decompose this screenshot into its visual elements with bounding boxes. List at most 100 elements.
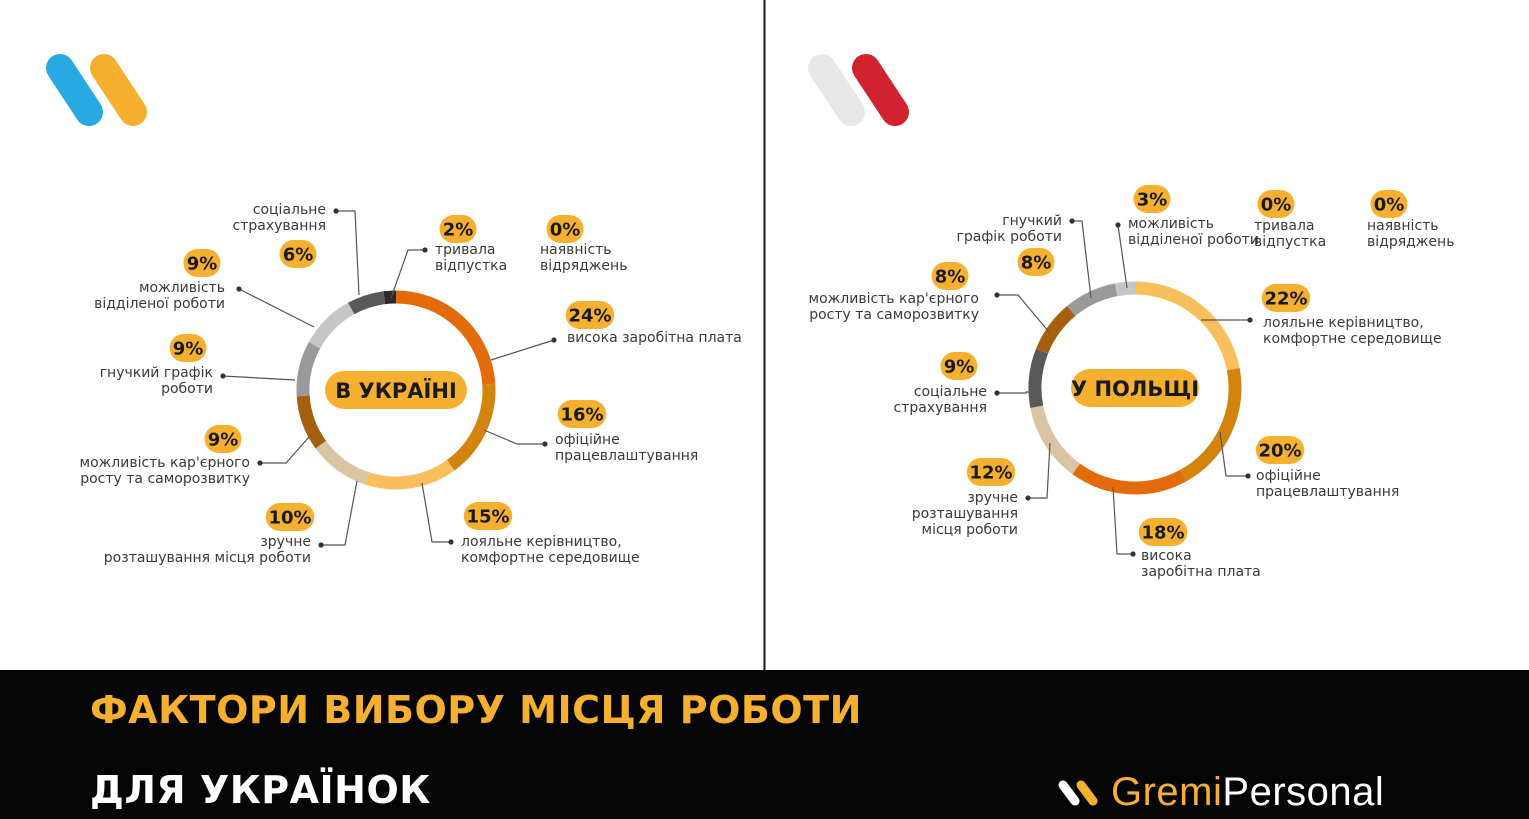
- donut-slice-5: [296, 342, 321, 397]
- pct-badge-0: 24%: [568, 306, 611, 327]
- pct-badge-bg-6: [183, 249, 221, 277]
- donut-charts-svg: висока заробітна плата 24% офіційне працевл…: [46, 0, 1454, 670]
- brand-name-part1: Gremi: [1111, 770, 1223, 814]
- leader-line-4: [997, 391, 1033, 394]
- footer-title-line1: ФАКТОРИ ВИБОРУ МІСЦЯ РОБОТИ: [90, 688, 862, 732]
- pct-badge-8: 0%: [1261, 195, 1292, 216]
- pct-badge-6: 8%: [1021, 253, 1052, 274]
- pct-badge-0: 22%: [1264, 289, 1307, 310]
- leader-dot-3: [318, 542, 324, 548]
- slice-label-0: висока заробітна плата: [567, 330, 742, 346]
- pct-badge-bg-3: [966, 458, 1016, 486]
- footer-title-line2: ДЛЯ УКРАЇНОК: [90, 768, 431, 812]
- slice-label-5: гнучкий графік роботи: [100, 365, 213, 397]
- donut-slice-0: [1134, 281, 1240, 371]
- donut-slice-3: [1030, 405, 1081, 475]
- pct-badge-1: 16%: [560, 405, 603, 426]
- pct-badge-3: 12%: [969, 463, 1012, 484]
- slice-label-3: зручне розташування місця роботи: [912, 490, 1018, 538]
- donut-slice-7: [1115, 281, 1136, 297]
- brand-mark-icon: [1058, 780, 1098, 805]
- pct-badge-bg-4: [204, 425, 242, 453]
- slice-label-7: можливість відділеної роботи: [1128, 216, 1259, 248]
- donut-slice-2: [1072, 463, 1187, 495]
- leader-dot-2: [448, 539, 454, 545]
- slice-label-2: висока заробітна плата: [1141, 548, 1261, 580]
- pct-badge-bg-8: [1257, 190, 1295, 218]
- leader-line-4: [260, 436, 310, 464]
- donut-slice-6: [308, 302, 355, 349]
- leader-line-1: [1219, 431, 1248, 477]
- logo-left-stroke-1: [46, 54, 103, 126]
- pct-badge-bg-8: [439, 215, 477, 243]
- pct-badge-4: 9%: [944, 357, 975, 378]
- leader-dot-7: [333, 208, 339, 214]
- pct-badge-9: 0%: [1374, 195, 1405, 216]
- charts-area: висока заробітна плата 24% офіційне працевл…: [46, 0, 1454, 670]
- center-label: В УКРАЇНІ: [335, 378, 457, 403]
- pct-badge-bg-5: [169, 334, 207, 362]
- donut-slice-6: [1067, 283, 1118, 317]
- leader-line-0: [490, 339, 555, 361]
- pct-badge-bg-4: [940, 352, 978, 380]
- donut-slice-1: [446, 383, 496, 471]
- leader-line-7: [1117, 224, 1128, 289]
- pct-badge-bg-7: [1133, 185, 1171, 213]
- leader-dot-5: [220, 373, 226, 379]
- leader-dot-4: [257, 460, 263, 466]
- donut-poland: лояльне керівництво, комфортне середовище…: [809, 185, 1454, 580]
- leader-line-8: [390, 249, 425, 299]
- leader-line-2: [421, 482, 451, 543]
- pct-badge-bg-1: [1255, 436, 1305, 464]
- donut-slice-8: [383, 290, 397, 305]
- leader-dot-6: [1069, 218, 1075, 224]
- donut-ukraine: висока заробітна плата 24% офіційне працевл…: [80, 202, 742, 566]
- donut-slice-4: [1028, 348, 1049, 408]
- slice-label-1: офіційне працевлаштування: [555, 432, 698, 464]
- pct-badge-bg-5: [931, 262, 969, 290]
- slice-label-9: наявність відряджень: [1367, 218, 1454, 250]
- pct-badge-bg-2: [463, 502, 513, 530]
- pct-badge-9: 0%: [550, 220, 581, 241]
- donut-slice-5: [1035, 305, 1076, 354]
- donut-slice-4: [296, 395, 327, 449]
- pct-badge-bg-0: [565, 301, 615, 329]
- pct-badge-bg-9: [1370, 190, 1408, 218]
- slice-label-4: можливість кар'єрного росту та саморозвит…: [80, 455, 250, 487]
- pct-badge-2: 18%: [1141, 523, 1184, 544]
- center-label-bg: [1071, 369, 1199, 407]
- brand-logo: Gremi Personal: [1055, 770, 1384, 815]
- leader-dot-5: [994, 292, 1000, 298]
- leader-line-2: [1112, 486, 1133, 555]
- slice-label-8: тривала відпустка: [1254, 218, 1326, 250]
- leader-dot-1: [1245, 473, 1251, 479]
- leader-line-5: [222, 375, 296, 381]
- pct-badge-7: 6%: [283, 245, 314, 266]
- pct-badge-8: 2%: [443, 220, 474, 241]
- leader-line-6: [238, 288, 315, 328]
- slice-label-8: тривала відпустка: [435, 242, 507, 274]
- leader-dot-6: [236, 286, 242, 292]
- leader-dot-1: [542, 441, 548, 447]
- donut-slice-3: [315, 440, 370, 485]
- leader-line-3: [321, 480, 358, 546]
- logo-right-stroke-1: [808, 54, 865, 126]
- leader-dot-2: [1130, 551, 1136, 557]
- logo-left-stroke-2: [90, 54, 147, 126]
- pct-badge-bg-7: [279, 240, 317, 268]
- pct-badge-bg-1: [557, 400, 607, 428]
- leader-line-6: [1072, 220, 1092, 299]
- leader-dot-8: [422, 247, 428, 253]
- donut-slice-7: [348, 291, 386, 315]
- slice-label-4: соціальне страхування: [894, 384, 987, 416]
- pct-badge-7: 3%: [1137, 190, 1168, 211]
- pct-badge-bg-2: [1138, 518, 1188, 546]
- pct-badge-bg-9: [546, 215, 584, 243]
- leader-line-3: [1028, 442, 1051, 499]
- slice-label-9: наявність відряджень: [540, 242, 627, 274]
- footer-banner: ФАКТОРИ ВИБОРУ МІСЦЯ РОБОТИ ДЛЯ УКРАЇНОК…: [0, 670, 1529, 819]
- leader-dot-4: [994, 390, 1000, 396]
- pct-badge-bg-6: [1017, 248, 1055, 276]
- slice-label-7: соціальне страхування: [233, 202, 326, 234]
- slice-label-0: лояльне керівництво, комфортне середовище: [1263, 315, 1442, 347]
